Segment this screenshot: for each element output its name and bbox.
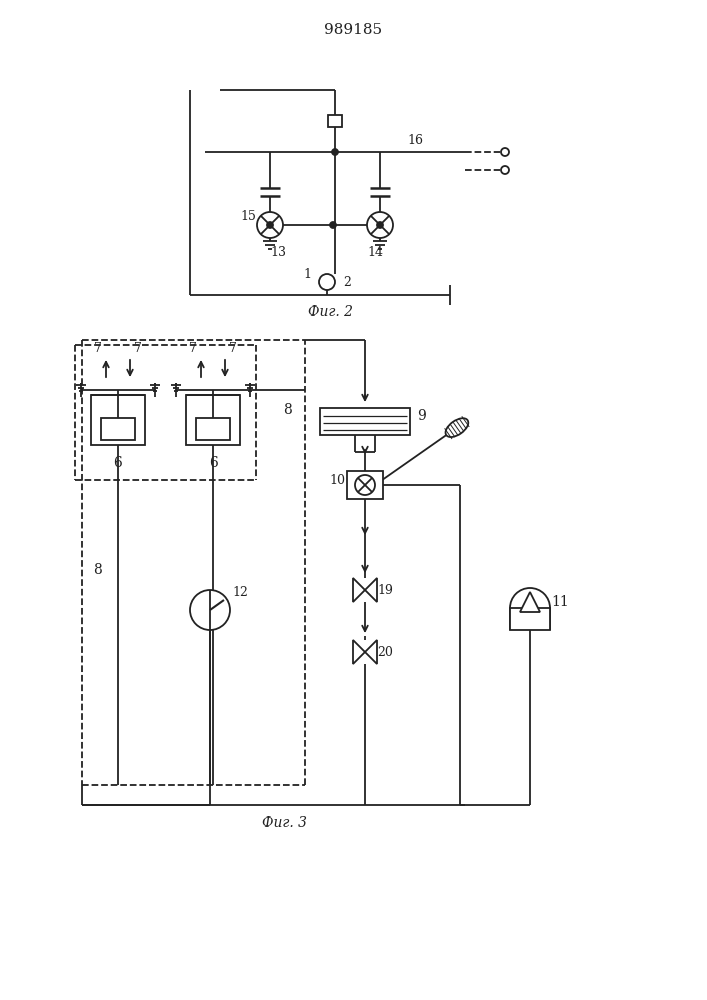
Circle shape — [190, 590, 230, 630]
Bar — [91, 395, 145, 445]
Polygon shape — [353, 640, 365, 664]
Ellipse shape — [445, 418, 468, 437]
Text: 11: 11 — [551, 595, 569, 609]
Text: 6: 6 — [114, 456, 122, 470]
Circle shape — [501, 148, 509, 156]
Text: 9: 9 — [418, 409, 426, 423]
Bar — [347, 471, 383, 499]
Text: Фиг. 3: Фиг. 3 — [262, 816, 308, 830]
Circle shape — [377, 222, 383, 229]
Bar — [320, 408, 410, 435]
Text: 20: 20 — [377, 646, 393, 658]
Text: 7: 7 — [94, 342, 102, 356]
Text: 12: 12 — [232, 585, 248, 598]
Bar — [196, 418, 230, 440]
Bar — [186, 395, 240, 445]
Circle shape — [510, 588, 550, 628]
Text: Фиг. 2: Фиг. 2 — [308, 305, 353, 319]
Text: 15: 15 — [240, 211, 256, 224]
Bar — [510, 608, 550, 630]
Circle shape — [332, 148, 339, 155]
Text: 10: 10 — [329, 474, 345, 487]
Polygon shape — [365, 640, 377, 664]
Text: 7: 7 — [229, 342, 237, 356]
Text: 8: 8 — [93, 563, 101, 577]
Circle shape — [267, 222, 274, 229]
Text: 2: 2 — [343, 275, 351, 288]
Circle shape — [329, 222, 337, 229]
Bar — [101, 418, 135, 440]
Text: 6: 6 — [209, 456, 217, 470]
Circle shape — [319, 274, 335, 290]
Circle shape — [367, 212, 393, 238]
Polygon shape — [353, 578, 365, 602]
Text: 14: 14 — [367, 246, 383, 259]
Text: 7: 7 — [189, 342, 197, 356]
Text: 7: 7 — [134, 342, 142, 356]
Text: 16: 16 — [407, 133, 423, 146]
Text: 13: 13 — [270, 246, 286, 259]
Circle shape — [355, 475, 375, 495]
Polygon shape — [365, 578, 377, 602]
Text: 989185: 989185 — [324, 23, 382, 37]
Text: 19: 19 — [377, 584, 393, 596]
Circle shape — [257, 212, 283, 238]
Circle shape — [501, 166, 509, 174]
Bar — [328, 115, 342, 127]
Text: 8: 8 — [283, 403, 291, 417]
Text: 1: 1 — [303, 267, 311, 280]
Polygon shape — [520, 592, 540, 612]
